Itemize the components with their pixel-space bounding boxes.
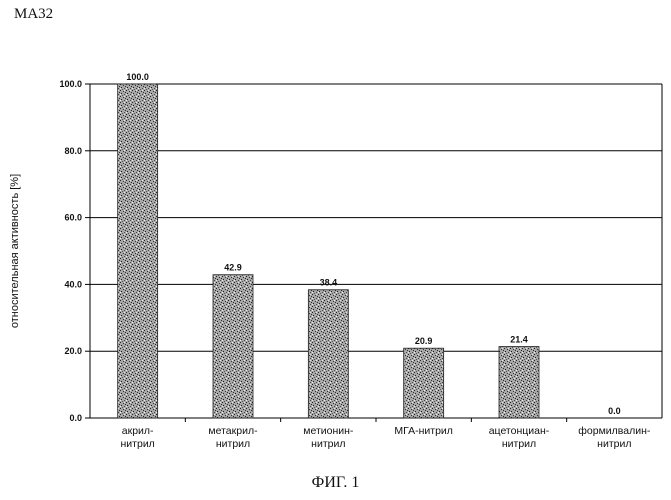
gridlines — [90, 84, 662, 418]
figure-caption: ФИГ. 1 — [0, 474, 671, 492]
bars — [118, 84, 539, 418]
category-label: нитрил — [216, 438, 250, 450]
y-tick-label: 80.0 — [64, 146, 82, 156]
y-tick-label: 40.0 — [64, 279, 82, 289]
bar — [499, 347, 539, 418]
y-tick-label: 60.0 — [64, 213, 82, 223]
data-label: 0.0 — [608, 406, 621, 416]
bar — [118, 84, 158, 418]
data-label: 21.4 — [510, 335, 528, 345]
category-label: нитрил — [597, 438, 631, 450]
bar-chart: 0.0 20.0 40.0 60.0 80.0 100.0 100.0 акрил-нитри… — [0, 0, 671, 470]
category-label: нитрил — [502, 438, 536, 450]
bar — [308, 290, 348, 418]
y-tick-label: 0.0 — [69, 413, 82, 423]
category-label: метионин- — [303, 425, 354, 437]
category-label: нитрил — [311, 438, 345, 450]
data-label: 100.0 — [126, 72, 149, 82]
data-label: 20.9 — [415, 336, 433, 346]
bar — [213, 275, 253, 418]
data-label: 38.4 — [320, 278, 338, 288]
y-tick-label: 100.0 — [59, 79, 82, 89]
category-label: ацетонциан- — [489, 425, 550, 437]
category-label: акрил- — [122, 425, 154, 437]
category-label: метакрил- — [208, 425, 258, 437]
bar — [404, 348, 444, 418]
category-label: МГА-нитрил — [394, 425, 453, 437]
category-label: формилвалин- — [578, 425, 651, 437]
axes — [85, 84, 662, 422]
category-label: нитрил — [121, 438, 155, 450]
y-tick-label: 20.0 — [64, 346, 82, 356]
data-label: 42.9 — [224, 263, 242, 273]
y-axis-label: относительная активность [%] — [9, 174, 21, 328]
